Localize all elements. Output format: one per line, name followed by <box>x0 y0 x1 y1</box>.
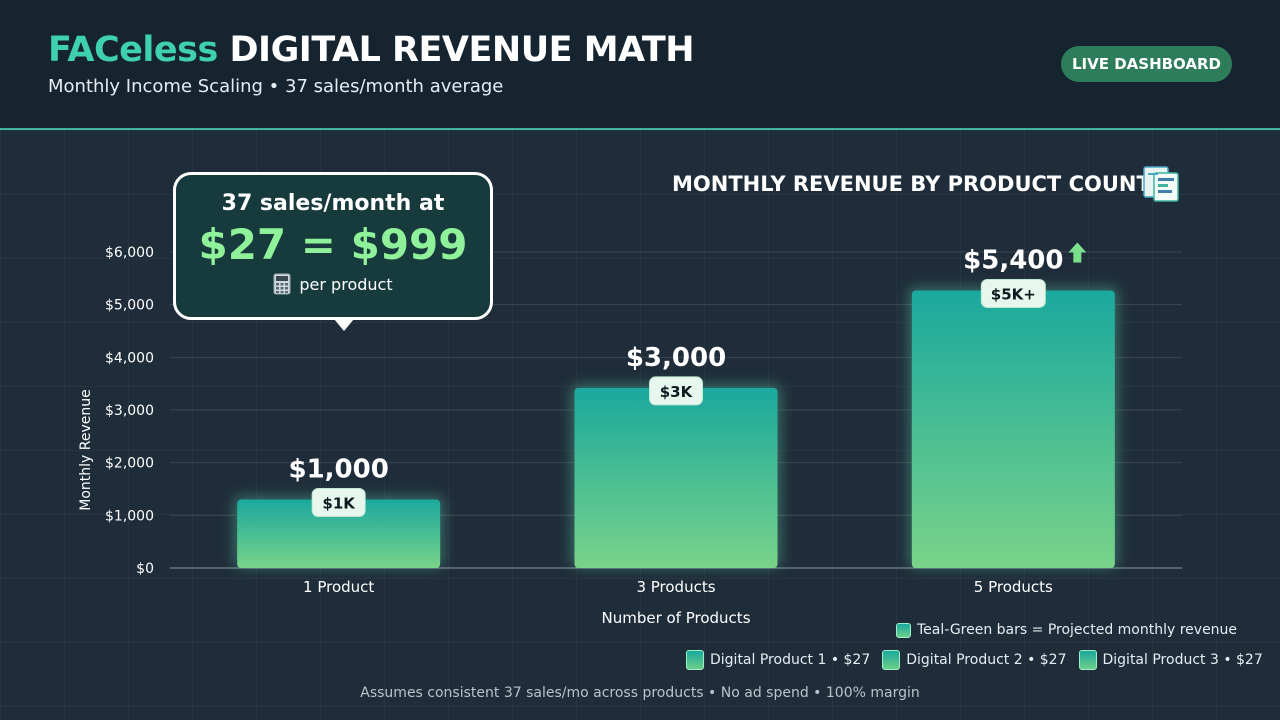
y-tick-label: $1,000 <box>105 508 154 524</box>
bar-badge-label: $1K <box>322 495 356 513</box>
page-title: FACeless DIGITAL REVENUE MATH <box>48 30 695 70</box>
legend-item: Digital Product 3 • $27 <box>1078 650 1263 670</box>
x-tick-label: 1 Product <box>303 578 374 596</box>
y-tick-label: $5,000 <box>105 298 154 314</box>
legend-item: Digital Product 1 • $27 <box>686 650 870 670</box>
callout-line3: per product <box>176 273 490 295</box>
legend-main: Teal-Green bars = Projected monthly reve… <box>896 622 1237 638</box>
page-subtitle: Monthly Income Scaling • 37 sales/month … <box>48 76 504 97</box>
title-rest: DIGITAL REVENUE MATH <box>229 30 695 70</box>
bar <box>911 290 1115 568</box>
y-tick-label: $3,000 <box>105 403 154 419</box>
legend-item: Digital Product 2 • $27 <box>882 650 1067 670</box>
legend-main-label: Teal-Green bars = Projected monthly reve… <box>917 622 1238 638</box>
legend-item-label: Digital Product 3 • $27 <box>1102 652 1263 668</box>
title-accent: FACeless <box>48 30 218 70</box>
live-dashboard-badge[interactable]: LIVE DASHBOARD <box>1061 46 1232 82</box>
bar-badge-label: $3K <box>660 383 694 401</box>
bar-value-label: $5,400 <box>963 245 1063 275</box>
bar-badge-label: $5K+ <box>991 285 1036 303</box>
product-swatch-icon <box>1078 650 1097 670</box>
legend-swatch <box>896 622 911 638</box>
callout-line1: 37 sales/month at <box>221 191 445 216</box>
bar-badge <box>980 278 1046 308</box>
legend-products: Digital Product 1 • $27 Digital Product … <box>686 650 1263 670</box>
x-axis-label: Number of Products <box>601 609 750 627</box>
x-tick-label: 3 Products <box>636 578 715 596</box>
product-swatch-icon <box>882 650 901 670</box>
bar-badge <box>311 488 366 518</box>
bar <box>574 387 778 568</box>
bar-value-label: $3,000 <box>626 343 726 373</box>
report-icon <box>1143 166 1179 202</box>
footnote: Assumes consistent 37 sales/mo across pr… <box>360 685 920 701</box>
legend-item-label: Digital Product 2 • $27 <box>906 652 1067 668</box>
y-tick-label: $0 <box>136 561 154 577</box>
y-tick-label: $4,000 <box>105 350 154 366</box>
product-swatch-icon <box>686 650 704 670</box>
bar <box>237 499 441 568</box>
calculator-icon <box>273 273 291 295</box>
y-tick-label: $2,000 <box>105 456 154 472</box>
bar-value-label: $1,000 <box>288 455 388 485</box>
bar-badge <box>649 376 703 406</box>
header: FACeless DIGITAL REVENUE MATH Monthly In… <box>0 0 1280 130</box>
price-callout: 37 sales/month at $27 = $999 per product <box>173 172 493 331</box>
chart-title: MONTHLY REVENUE BY PRODUCT COUNT <box>672 172 1151 196</box>
y-axis-label: Monthly Revenue <box>78 389 94 510</box>
x-tick-label: 5 Products <box>974 578 1053 596</box>
legend-item-label: Digital Product 1 • $27 <box>710 652 871 668</box>
callout-line3-text: per product <box>299 274 393 294</box>
y-tick-label: $6,000 <box>105 245 154 261</box>
callout-line2: $27 = $999 <box>198 220 468 269</box>
trend-up-arrow-icon <box>1068 242 1087 263</box>
